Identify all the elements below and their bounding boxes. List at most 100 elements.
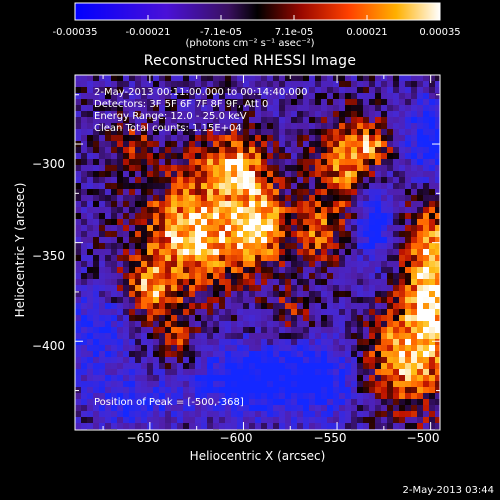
heatmap-cell [423,249,430,256]
heatmap-cell [183,297,190,304]
heatmap-cell [279,219,286,226]
heatmap-cell [327,147,334,154]
heatmap-cell [387,81,394,88]
heatmap-cell [87,279,94,286]
heatmap-cell [165,345,172,352]
heatmap-cell [147,243,154,250]
heatmap-cell [423,279,430,286]
heatmap-cell [207,423,214,430]
heatmap-cell [183,327,190,334]
heatmap-cell [135,81,142,88]
heatmap-cell [177,153,184,160]
heatmap-cell [429,135,436,142]
heatmap-cell [273,243,280,250]
heatmap-cell [189,405,196,412]
heatmap-cell [159,93,166,100]
heatmap-cell [135,339,142,346]
heatmap-cell [171,111,178,118]
heatmap-cell [381,201,388,208]
heatmap-cell [159,171,166,178]
heatmap-cell [333,105,340,112]
heatmap-cell [261,375,268,382]
heatmap-cell [363,411,370,418]
heatmap-cell [345,177,352,184]
heatmap-cell [153,147,160,154]
heatmap-cell [153,225,160,232]
heatmap-cell [237,333,244,340]
heatmap-cell [129,309,136,316]
heatmap-cell [219,345,226,352]
heatmap-cell [255,189,262,196]
heatmap-cell [303,141,310,148]
heatmap-cell [81,303,88,310]
heatmap-cell [141,135,148,142]
heatmap-cell [309,189,316,196]
heatmap-cell [123,315,130,322]
heatmap-cell [435,195,440,202]
heatmap-cell [171,231,178,238]
heatmap-cell [165,333,172,340]
heatmap-cell [99,279,106,286]
heatmap-cell [399,231,406,238]
heatmap-cell [117,369,124,376]
heatmap-cell [375,201,382,208]
heatmap-cell [201,387,208,394]
heatmap-cell [387,393,394,400]
heatmap-cell [147,387,154,394]
heatmap-cell [399,141,406,148]
heatmap-cell [423,261,430,268]
heatmap-cell [321,357,328,364]
heatmap-cell [177,369,184,376]
heatmap-cell [87,393,94,400]
heatmap-cell [111,231,118,238]
heatmap-cell [411,123,418,130]
heatmap-cell [219,147,226,154]
heatmap-cell [279,423,286,430]
heatmap-cell [339,243,346,250]
heatmap-cell [141,327,148,334]
heatmap-cell [141,105,148,112]
heatmap-cell [405,381,412,388]
heatmap-cell [123,333,130,340]
heatmap-cell [417,279,424,286]
heatmap-cell [135,153,142,160]
heatmap-cell [309,171,316,178]
heatmap-cell [201,129,208,136]
heatmap-cell [315,123,322,130]
heatmap-cell [189,411,196,418]
heatmap-cell [75,417,82,424]
heatmap-cell [243,351,250,358]
heatmap-cell [129,87,136,94]
heatmap-cell [183,147,190,154]
heatmap-cell [129,237,136,244]
heatmap-cell [345,249,352,256]
heatmap-cell [285,165,292,172]
heatmap-cell [285,351,292,358]
heatmap-cell [147,153,154,160]
heatmap-cell [339,81,346,88]
heatmap-cell [369,135,376,142]
heatmap-cell [183,255,190,262]
heatmap-cell [297,165,304,172]
heatmap-cell [123,87,130,94]
heatmap-cell [381,159,388,166]
heatmap-cell [105,273,112,280]
heatmap-cell [141,129,148,136]
heatmap-cell [345,285,352,292]
heatmap-cell [237,183,244,190]
heatmap-cell [177,243,184,250]
heatmap-cell [153,291,160,298]
heatmap-cell [357,303,364,310]
heatmap-cell [93,405,100,412]
heatmap-cell [159,147,166,154]
heatmap-cell [333,417,340,424]
heatmap-cell [189,351,196,358]
heatmap-cell [147,297,154,304]
heatmap-cell [231,237,238,244]
heatmap-cell [177,255,184,262]
heatmap-cell [123,141,130,148]
heatmap-cell [357,285,364,292]
heatmap-cell [381,309,388,316]
heatmap-cell [363,165,370,172]
